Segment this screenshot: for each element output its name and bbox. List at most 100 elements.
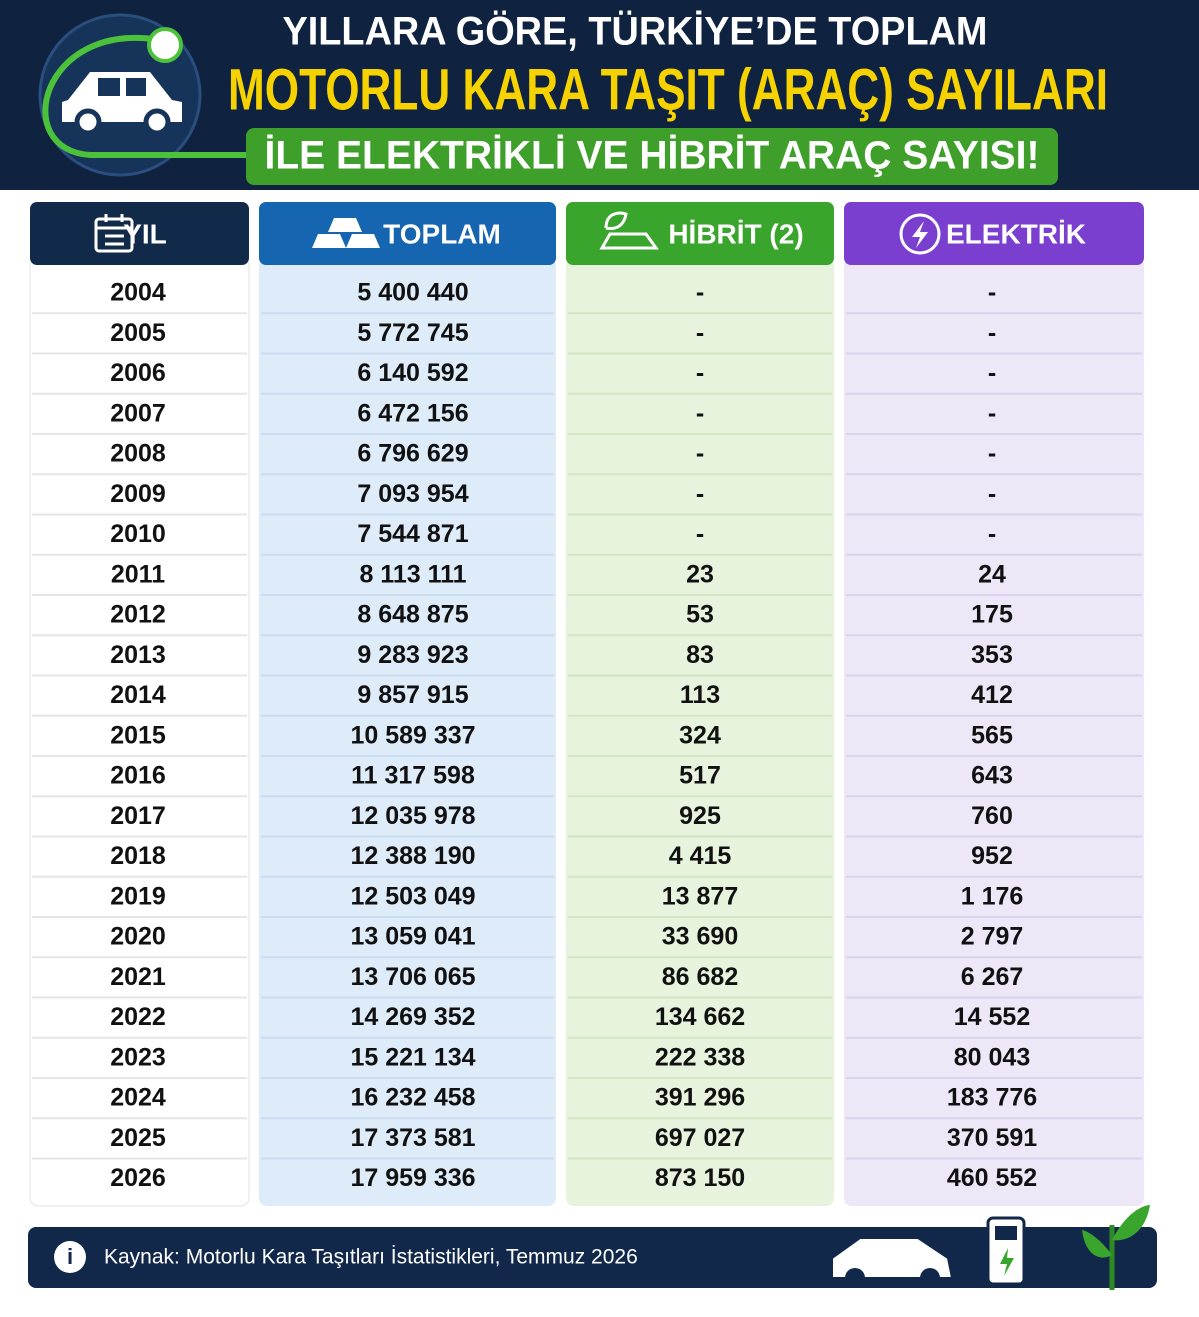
year-cell: 2020 (110, 923, 166, 951)
value-cell: 7 544 871 (357, 520, 468, 548)
value-cell: - (696, 480, 704, 508)
value-cell: - (696, 520, 704, 548)
value-cell: 8 113 111 (359, 560, 466, 588)
year-cell: 2010 (110, 520, 166, 548)
value-cell: - (696, 399, 704, 427)
year-cell: 2004 (110, 279, 166, 307)
plant-icon (1082, 1205, 1150, 1290)
value-cell: 952 (971, 842, 1013, 870)
value-cell: 2 797 (961, 923, 1024, 951)
value-cell: 11 317 598 (351, 762, 475, 790)
year-cell: 2017 (110, 802, 166, 830)
value-cell: - (988, 520, 996, 548)
value-cell: 353 (971, 641, 1013, 669)
value-cell: 86 682 (662, 963, 738, 991)
cars-icon (312, 218, 380, 248)
column-header: HİBRİT (2) (668, 218, 803, 249)
value-cell: 9 283 923 (357, 641, 468, 669)
charger-icon (986, 1216, 1026, 1286)
col-electric-body (844, 258, 1144, 1206)
year-cell: 2012 (110, 601, 166, 629)
value-cell: 12 388 190 (350, 842, 475, 870)
col-hybrid-body (566, 258, 834, 1206)
value-cell: 4 415 (669, 842, 732, 870)
value-cell: 391 296 (655, 1084, 745, 1112)
value-cell: 6 472 156 (357, 399, 468, 427)
value-cell: 17 959 336 (350, 1164, 475, 1192)
value-cell: 33 690 (662, 923, 738, 951)
year-cell: 2024 (110, 1084, 166, 1112)
value-cell: 1 176 (961, 882, 1024, 910)
value-cell: 53 (686, 601, 714, 629)
value-cell: 370 591 (947, 1124, 1037, 1152)
title-line2: MOTORLU KARA TAŞIT (ARAÇ) SAYILARI (228, 57, 1108, 122)
column-header: TOPLAM (383, 218, 501, 249)
value-cell: 8 648 875 (357, 601, 468, 629)
value-cell: - (696, 359, 704, 387)
year-cell: 2019 (110, 882, 166, 910)
title-line3-box (246, 128, 1058, 185)
value-cell: 14 269 352 (350, 1003, 475, 1031)
eco-car-icon (599, 211, 659, 250)
value-cell: 9 857 915 (357, 681, 468, 709)
value-cell: 5 772 745 (357, 319, 468, 347)
value-cell: 565 (971, 721, 1013, 749)
year-cell: 2014 (110, 681, 166, 709)
year-cell: 2008 (110, 440, 166, 468)
year-cell: 2013 (110, 641, 166, 669)
value-cell: 7 093 954 (357, 480, 468, 508)
value-cell: 13 059 041 (350, 923, 475, 951)
year-cell: 2022 (110, 1003, 166, 1031)
year-cell: 2006 (110, 359, 166, 387)
value-cell: 17 373 581 (350, 1124, 475, 1152)
value-cell: 15 221 134 (350, 1043, 475, 1071)
value-cell: 83 (686, 641, 714, 669)
value-cell: 412 (971, 681, 1013, 709)
value-cell: - (988, 399, 996, 427)
plug-cable (42, 35, 250, 158)
value-cell: - (988, 440, 996, 468)
value-cell: 460 552 (947, 1164, 1037, 1192)
year-cell: 2005 (110, 319, 166, 347)
column-header: YIL (123, 218, 167, 249)
car-icon (62, 72, 182, 136)
bolt-icon (899, 213, 941, 255)
value-cell: 643 (971, 762, 1013, 790)
title-line1: YILLARA GÖRE, TÜRKİYE’DE TOPLAM (283, 9, 988, 54)
value-cell: 24 (978, 560, 1006, 588)
value-cell: - (988, 359, 996, 387)
footer-source: Kaynak: Motorlu Kara Taşıtları İstatisti… (104, 1246, 638, 1269)
info-icon (54, 1241, 86, 1273)
year-cell: 2016 (110, 762, 166, 790)
value-cell: 183 776 (947, 1084, 1037, 1112)
year-cell: 2007 (110, 399, 166, 427)
value-cell: 134 662 (655, 1003, 745, 1031)
value-cell: - (988, 319, 996, 347)
year-cell: 2009 (110, 480, 166, 508)
value-cell: 23 (686, 560, 714, 588)
value-cell: 697 027 (655, 1124, 745, 1152)
value-cell: 6 796 629 (357, 440, 468, 468)
value-cell: 12 035 978 (350, 802, 475, 830)
value-cell: - (696, 319, 704, 347)
year-cell: 2021 (110, 963, 166, 991)
info-glyph: i (67, 1244, 73, 1269)
year-cell: 2018 (110, 842, 166, 870)
value-cell: - (988, 279, 996, 307)
value-cell: 6 140 592 (357, 359, 468, 387)
col-header-bg (30, 202, 249, 265)
footer-car (831, 1237, 954, 1288)
value-cell: 80 043 (954, 1043, 1030, 1071)
value-cell: 324 (679, 721, 721, 749)
value-cell: - (696, 279, 704, 307)
col-header-bg (259, 202, 556, 265)
col-total-body (259, 258, 556, 1206)
calendar-icon (94, 214, 134, 253)
value-cell: 175 (971, 601, 1013, 629)
year-cell: 2015 (110, 721, 166, 749)
value-cell: 10 589 337 (350, 721, 475, 749)
title-line3: İLE ELEKTRİKLİ VE HİBRİT ARAÇ SAYISI! (265, 134, 1040, 178)
value-cell: 14 552 (954, 1003, 1030, 1031)
